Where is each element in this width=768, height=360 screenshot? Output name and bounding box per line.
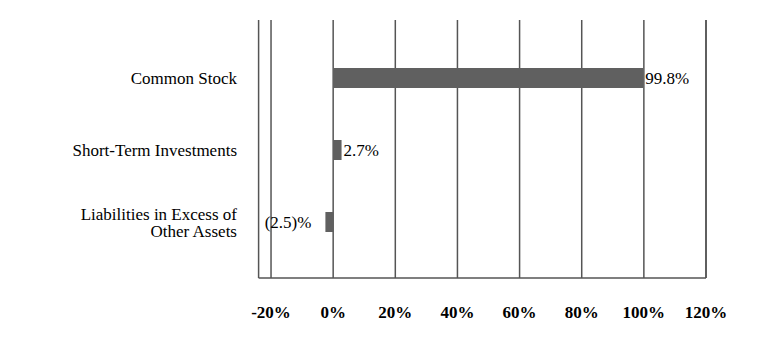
tick-label: 80% xyxy=(565,303,599,322)
axis-line xyxy=(705,20,707,278)
category-label: Short-Term Investments xyxy=(72,141,237,160)
bar xyxy=(333,140,341,160)
category-label-line: Other Assets xyxy=(151,222,237,241)
chart-svg: -20% 0% 20% 40% 60% 80% 100% 120% 99.8% 2.7% (2.5)… xyxy=(0,0,768,360)
grid-line xyxy=(519,20,521,278)
tick-label: 20% xyxy=(378,303,412,322)
data-label: 99.8% xyxy=(645,69,689,88)
grid-line xyxy=(581,20,583,278)
data-label: 2.7% xyxy=(344,141,379,160)
tick-label: 40% xyxy=(440,303,474,322)
grid-line xyxy=(457,20,459,278)
tick-label: -20% xyxy=(251,303,291,322)
tick-label: 120% xyxy=(685,303,728,322)
category-label-line: Common Stock xyxy=(131,69,238,88)
tick-label: 0% xyxy=(320,303,346,322)
grid xyxy=(271,20,706,278)
grid-line xyxy=(270,20,272,278)
bars xyxy=(325,68,643,232)
chart-container: -20% 0% 20% 40% 60% 80% 100% 120% 99.8% 2.7% (2.5)… xyxy=(0,0,768,360)
category-label-line: Short-Term Investments xyxy=(72,141,237,160)
bar xyxy=(333,68,643,88)
grid-line xyxy=(705,20,707,278)
grid-line xyxy=(643,20,645,278)
category-label: Liabilities in Excess ofOther Assets xyxy=(81,205,238,241)
tick-label: 100% xyxy=(623,303,666,322)
data-label: (2.5)% xyxy=(265,213,312,232)
grid-line xyxy=(395,20,397,278)
x-axis xyxy=(259,277,706,279)
bar xyxy=(325,212,333,232)
tick-label: 60% xyxy=(503,303,537,322)
category-label: Common Stock xyxy=(131,69,238,88)
axis-line xyxy=(258,20,260,278)
